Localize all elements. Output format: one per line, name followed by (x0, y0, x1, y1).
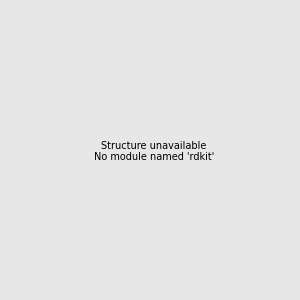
Text: Structure unavailable
No module named 'rdkit': Structure unavailable No module named 'r… (94, 141, 214, 162)
